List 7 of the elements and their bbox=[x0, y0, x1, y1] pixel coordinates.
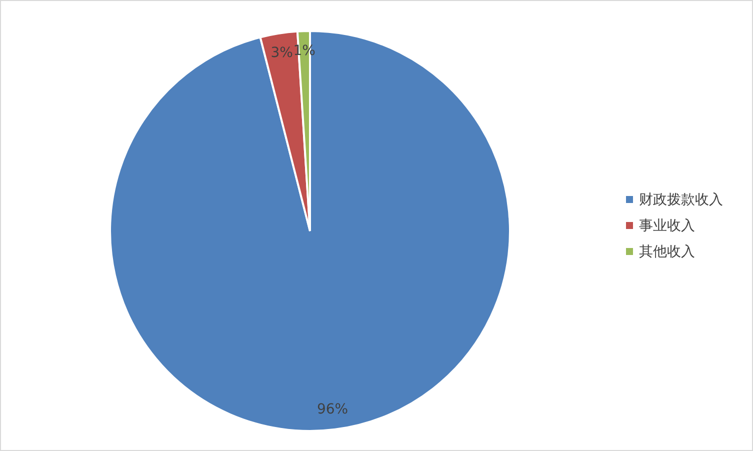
data-label: 96% bbox=[316, 402, 348, 418]
pie-slice bbox=[109, 30, 511, 432]
legend-label: 其他收入 bbox=[639, 242, 695, 262]
data-label: 1% bbox=[293, 43, 316, 60]
data-label: 3% bbox=[270, 45, 293, 62]
legend-label: 财政拨款收入 bbox=[639, 190, 723, 210]
legend-label: 事业收入 bbox=[639, 216, 695, 236]
